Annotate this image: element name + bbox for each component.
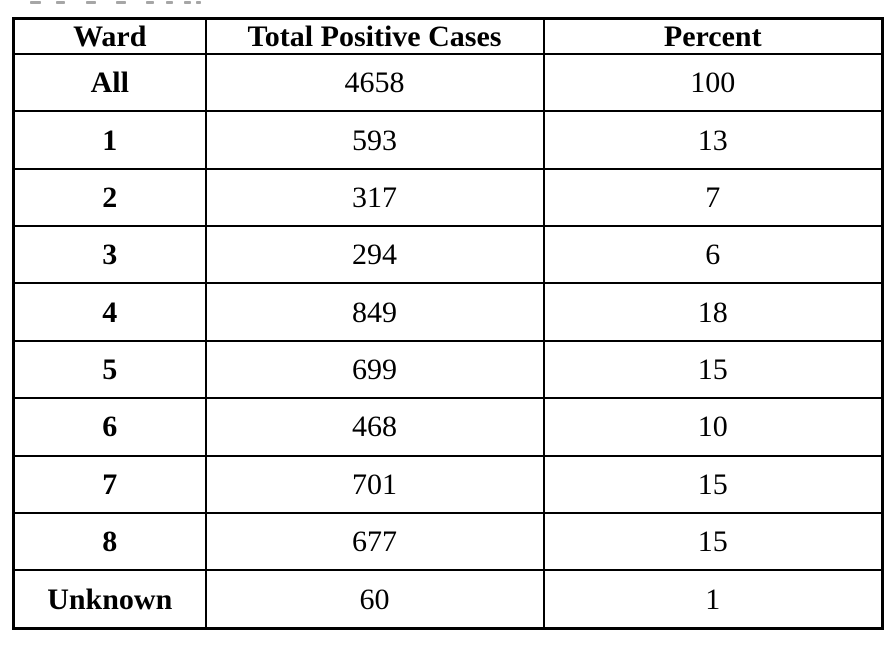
column-header-ward: Ward (12, 17, 207, 55)
ward-cases-table: Ward Total Positive Cases Percent All 46… (12, 17, 884, 630)
cell-cases: 60 (204, 569, 545, 630)
cell-cases: 593 (204, 110, 545, 170)
cell-cases: 699 (204, 339, 545, 400)
cell-cases: 701 (204, 454, 545, 514)
cell-percent: 15 (542, 339, 884, 400)
cell-ward: 2 (12, 167, 207, 228)
cell-ward: All (12, 52, 207, 113)
cell-ward: 6 (12, 397, 207, 457)
cell-ward: 1 (12, 110, 207, 170)
table-row: 7 701 15 (12, 454, 884, 514)
table-row: 6 468 10 (12, 397, 884, 457)
cell-percent: 1 (542, 569, 884, 630)
cell-cases: 468 (204, 397, 545, 457)
clipped-text-fragments (0, 0, 896, 8)
table-row: 1 593 13 (12, 110, 884, 170)
cell-ward: 3 (12, 225, 207, 285)
cell-percent: 13 (542, 110, 884, 170)
cell-ward: 7 (12, 454, 207, 514)
cell-cases: 294 (204, 225, 545, 285)
table-row: 2 317 7 (12, 167, 884, 228)
table-row: All 4658 100 (12, 52, 884, 113)
cell-percent: 15 (542, 454, 884, 514)
cell-percent: 15 (542, 511, 884, 572)
cell-percent: 7 (542, 167, 884, 228)
cell-ward: 8 (12, 511, 207, 572)
cell-percent: 18 (542, 282, 884, 342)
cell-ward: 5 (12, 339, 207, 400)
cell-cases: 677 (204, 511, 545, 572)
table-row: 4 849 18 (12, 282, 884, 342)
cell-ward: 4 (12, 282, 207, 342)
cell-percent: 6 (542, 225, 884, 285)
table-header-row: Ward Total Positive Cases Percent (12, 17, 884, 55)
cell-percent: 100 (542, 52, 884, 113)
cell-cases: 849 (204, 282, 545, 342)
table-row: Unknown 60 1 (12, 569, 884, 630)
column-header-cases: Total Positive Cases (204, 17, 545, 55)
cell-cases: 4658 (204, 52, 545, 113)
column-header-percent: Percent (542, 17, 884, 55)
cell-ward: Unknown (12, 569, 207, 630)
table-row: 3 294 6 (12, 225, 884, 285)
table-row: 8 677 15 (12, 511, 884, 572)
cell-percent: 10 (542, 397, 884, 457)
table-row: 5 699 15 (12, 339, 884, 400)
cell-cases: 317 (204, 167, 545, 228)
